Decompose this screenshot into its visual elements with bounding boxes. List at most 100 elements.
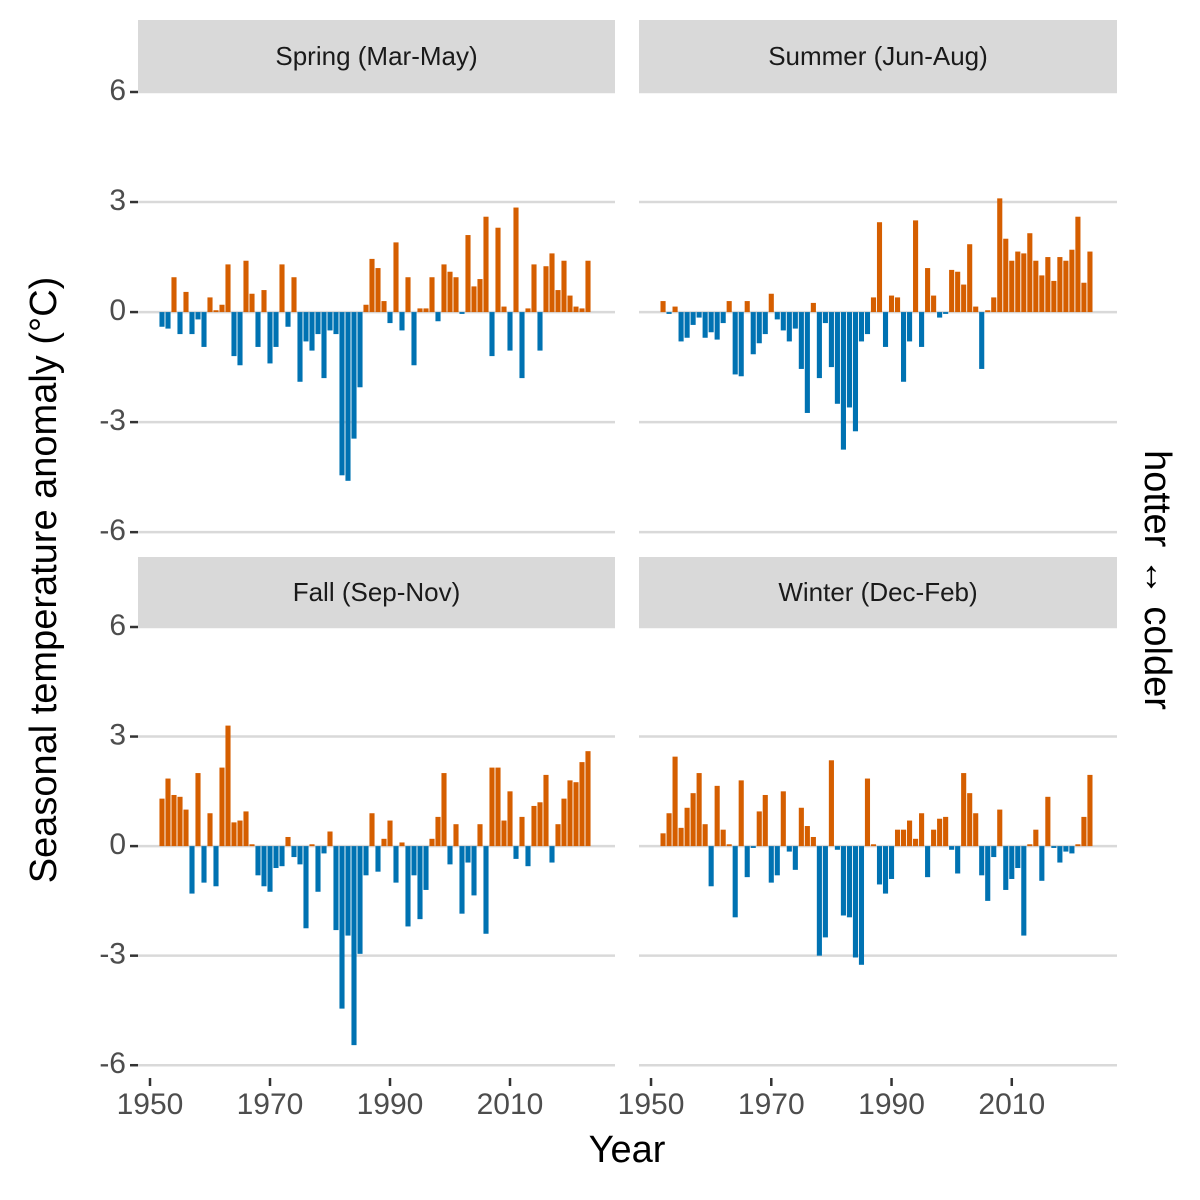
bar bbox=[465, 846, 471, 863]
bar bbox=[375, 268, 381, 313]
bar bbox=[931, 829, 937, 847]
bar bbox=[997, 809, 1003, 847]
bar bbox=[919, 312, 925, 347]
bar bbox=[309, 312, 315, 351]
bar bbox=[579, 762, 585, 847]
bar bbox=[913, 220, 919, 313]
bar bbox=[762, 312, 768, 335]
bar bbox=[1015, 846, 1021, 869]
bar bbox=[973, 813, 979, 847]
bar bbox=[405, 846, 411, 927]
bar bbox=[279, 264, 285, 313]
y-tick-label: 0 bbox=[109, 294, 126, 327]
bar bbox=[1081, 816, 1087, 847]
bar bbox=[297, 846, 303, 865]
bar bbox=[339, 312, 345, 476]
y-tick-label: 6 bbox=[109, 609, 126, 642]
bar bbox=[507, 791, 513, 847]
strip bbox=[138, 20, 615, 92]
bar bbox=[810, 836, 816, 847]
bar bbox=[333, 312, 339, 335]
bar bbox=[768, 846, 774, 883]
bar bbox=[1051, 846, 1057, 848]
bar bbox=[423, 846, 429, 890]
y-tick-label: 6 bbox=[109, 74, 126, 107]
bar bbox=[285, 836, 291, 847]
bar bbox=[756, 811, 762, 847]
bar bbox=[459, 846, 465, 914]
bar bbox=[672, 756, 678, 847]
bar bbox=[555, 824, 561, 847]
bar bbox=[997, 198, 1003, 313]
bar bbox=[882, 312, 889, 347]
bar bbox=[231, 822, 237, 847]
bar bbox=[219, 304, 225, 313]
bar bbox=[774, 312, 780, 320]
strip-title: Winter (Dec-Feb) bbox=[778, 577, 977, 607]
bar bbox=[447, 271, 453, 313]
bar bbox=[513, 207, 519, 313]
bar bbox=[531, 264, 537, 313]
bar bbox=[369, 258, 375, 313]
bar bbox=[243, 260, 249, 313]
bar bbox=[816, 312, 822, 379]
bar bbox=[207, 813, 213, 847]
bar bbox=[714, 312, 720, 340]
bar bbox=[852, 312, 859, 432]
bar bbox=[834, 312, 840, 404]
bar bbox=[525, 846, 531, 867]
bar bbox=[949, 269, 955, 313]
bar bbox=[864, 312, 871, 335]
bar bbox=[249, 844, 255, 847]
bar bbox=[543, 266, 549, 313]
bar bbox=[561, 798, 567, 847]
bar bbox=[267, 312, 273, 364]
bar bbox=[447, 846, 453, 865]
bar bbox=[1021, 253, 1027, 313]
bar bbox=[870, 844, 877, 847]
bar bbox=[1027, 233, 1033, 313]
bar bbox=[907, 312, 913, 342]
bar bbox=[1075, 844, 1081, 847]
bar bbox=[913, 838, 919, 847]
bar bbox=[159, 312, 165, 327]
bar bbox=[720, 829, 726, 847]
x-tick-label: 2010 bbox=[978, 1088, 1045, 1121]
bar bbox=[261, 290, 267, 313]
bar bbox=[225, 264, 231, 313]
strip bbox=[138, 557, 615, 627]
bar bbox=[399, 312, 405, 331]
bar bbox=[696, 773, 702, 847]
bar bbox=[237, 820, 243, 847]
bar bbox=[702, 824, 708, 847]
bar bbox=[1033, 260, 1039, 313]
bar bbox=[840, 312, 846, 450]
bar bbox=[405, 277, 411, 313]
bar bbox=[243, 811, 249, 847]
x-tick-label: 1990 bbox=[858, 1088, 925, 1121]
bar bbox=[183, 291, 189, 313]
strip bbox=[639, 557, 1117, 627]
bar bbox=[1015, 251, 1021, 313]
bar bbox=[411, 846, 417, 876]
bar bbox=[351, 846, 357, 1046]
bar bbox=[756, 312, 762, 344]
bar bbox=[876, 846, 883, 885]
bar bbox=[708, 846, 714, 887]
bar bbox=[931, 295, 937, 313]
bar bbox=[1069, 249, 1075, 313]
bar bbox=[864, 778, 871, 847]
bar bbox=[894, 297, 901, 313]
strip-title: Summer (Jun-Aug) bbox=[768, 41, 988, 71]
bar bbox=[979, 312, 985, 369]
bar bbox=[531, 805, 537, 847]
bar bbox=[579, 308, 585, 313]
bar bbox=[660, 833, 666, 847]
bar bbox=[714, 785, 720, 847]
bar bbox=[846, 846, 852, 918]
bar bbox=[255, 846, 261, 876]
bar bbox=[708, 312, 714, 333]
bar bbox=[225, 725, 231, 847]
bar bbox=[273, 312, 279, 347]
bar bbox=[744, 846, 750, 878]
